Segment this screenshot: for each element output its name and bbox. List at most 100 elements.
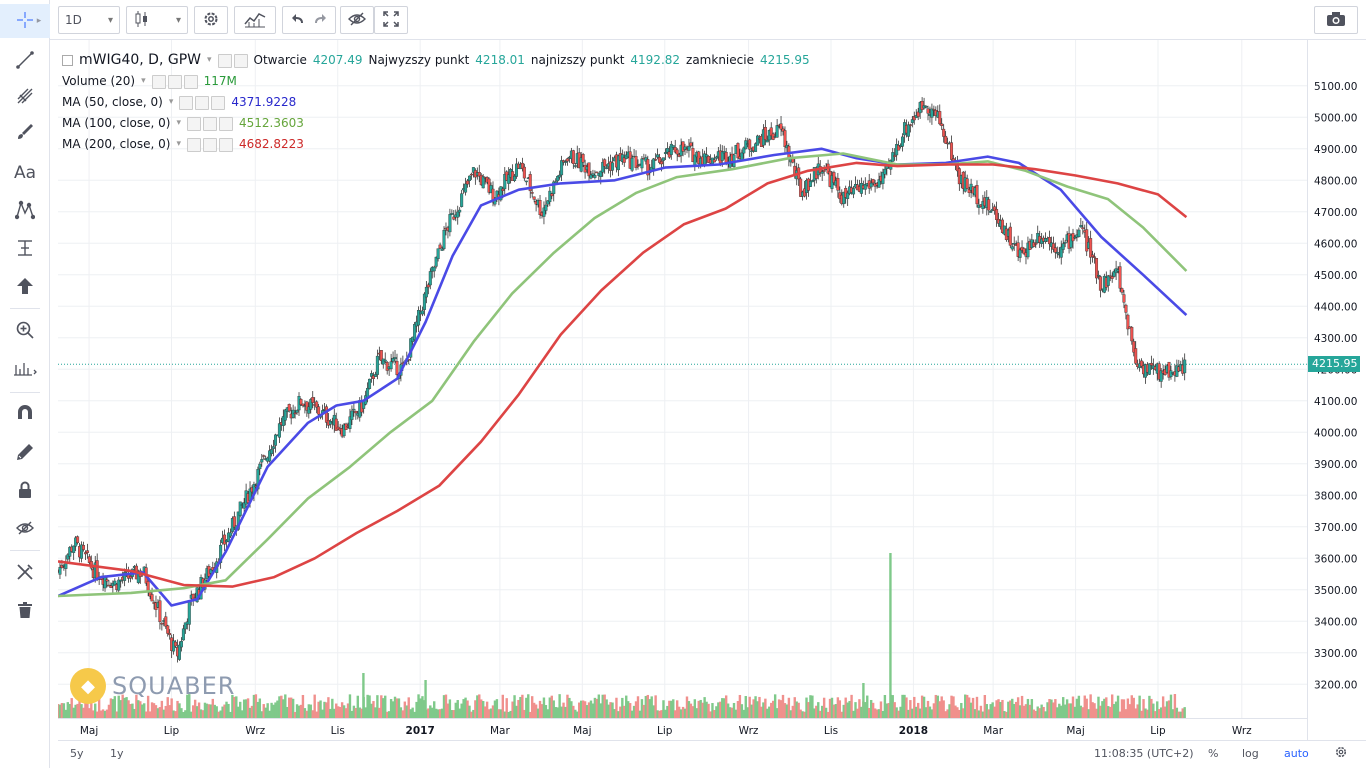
price-scale[interactable]: 5100.00 5000.00 4900.00 4800.00 4700.00 4600.… — [1307, 40, 1366, 740]
volume-bar — [954, 705, 957, 718]
candle-body — [1112, 270, 1116, 277]
brush-tool[interactable] — [0, 116, 50, 150]
volume-bar — [893, 702, 896, 718]
candle-body — [452, 216, 456, 220]
gear-icon[interactable] — [1334, 745, 1348, 762]
range-5y-button[interactable]: 5y — [70, 747, 84, 760]
trendline-tool[interactable] — [0, 44, 50, 78]
volume-bar — [511, 701, 514, 718]
candle-body — [420, 310, 424, 315]
candle-body — [661, 157, 665, 161]
candle-body — [799, 178, 803, 197]
pattern-tool[interactable] — [0, 194, 50, 228]
volume-bar — [125, 697, 128, 718]
indicators-button[interactable] — [234, 6, 276, 34]
hide-all-tool[interactable] — [0, 512, 50, 546]
volume-bar — [221, 706, 224, 718]
candle-body — [166, 625, 170, 634]
remove-drawings-tool[interactable] — [0, 556, 50, 590]
candle-body — [352, 408, 356, 411]
volume-bar — [787, 697, 791, 718]
fullscreen-button[interactable] — [374, 6, 408, 34]
open-label: Otwarcie — [253, 53, 307, 67]
lock-tool[interactable] — [0, 474, 50, 508]
time-scale[interactable]: Maj Lip Wrz Lis 2017 Mar Maj Lip Wrz Lis 2018 Mar Ma… — [58, 718, 1308, 740]
candle-body — [852, 188, 856, 195]
chart-type-select[interactable]: ▾ — [126, 6, 188, 34]
indicator-value: 4682.8223 — [238, 137, 304, 151]
low-label: najnizszy punkt — [530, 53, 625, 67]
low-value: 4192.82 — [630, 53, 681, 67]
volume-bar — [862, 683, 865, 718]
undo-icon[interactable] — [291, 13, 305, 28]
candle-body — [863, 184, 867, 190]
volume-bar — [225, 701, 228, 718]
volume-bar — [738, 694, 742, 718]
chevron-down-icon[interactable]: ▾ — [176, 118, 181, 128]
interval-select[interactable]: 1D ▾ — [58, 6, 120, 34]
indicator-controls[interactable] — [179, 95, 226, 110]
volume-bar — [184, 710, 187, 718]
candle-body — [350, 410, 354, 420]
volume-bar — [820, 705, 824, 718]
candle-body — [1126, 314, 1130, 330]
volume-bar — [211, 698, 214, 718]
volume-bar — [940, 696, 943, 718]
zoom-tool[interactable] — [0, 314, 50, 348]
arrow-tool[interactable] — [0, 270, 50, 304]
chevron-down-icon[interactable]: ▾ — [168, 97, 174, 107]
crosshair-tool[interactable] — [0, 4, 50, 38]
volume-bar — [1022, 705, 1026, 718]
range-1y-button[interactable]: 1y — [110, 747, 124, 760]
volume-bar — [605, 699, 608, 718]
indicator-controls[interactable] — [151, 74, 198, 89]
percent-scale-button[interactable]: % — [1208, 747, 1219, 760]
auto-scale-button[interactable]: auto — [1284, 747, 1309, 760]
candle-body — [705, 154, 709, 158]
volume-bar — [223, 704, 226, 718]
settings-button[interactable] — [194, 6, 228, 34]
candle-body — [383, 359, 387, 362]
measure-tool[interactable] — [0, 232, 50, 266]
chevron-down-icon[interactable]: ▾ — [207, 55, 212, 65]
hide-drawings-button[interactable] — [340, 6, 374, 34]
text-tool[interactable]: Aa — [0, 156, 50, 190]
volume-bar — [1128, 704, 1132, 718]
indicator-controls[interactable] — [186, 116, 233, 131]
snapshot-button[interactable] — [1314, 6, 1358, 34]
candle-body — [987, 199, 991, 211]
symbol-controls[interactable] — [217, 53, 248, 68]
volume-bar — [487, 709, 491, 718]
volume-bar — [1007, 701, 1010, 718]
candle-body — [105, 579, 109, 582]
volume-bar — [830, 697, 834, 718]
volume-bar — [572, 705, 575, 718]
candle-body — [1034, 243, 1038, 245]
compare-tool[interactable] — [0, 352, 50, 386]
volume-bar — [819, 710, 822, 718]
log-scale-button[interactable]: log — [1242, 747, 1259, 760]
volume-bar — [217, 711, 220, 718]
stay-in-drawing-tool[interactable] — [0, 436, 50, 470]
collapse-legend-icon[interactable] — [62, 55, 73, 66]
indicator-controls[interactable] — [186, 137, 233, 152]
pitchfork-tool[interactable] — [0, 80, 50, 114]
volume-bar — [291, 698, 295, 718]
volume-bar — [444, 694, 448, 718]
magnet-tool[interactable] — [0, 396, 50, 430]
volume-bar — [160, 700, 164, 718]
candle-body — [464, 183, 468, 193]
watermark-text: SQUABER — [112, 672, 236, 700]
delete-tool[interactable] — [0, 594, 50, 628]
redo-icon[interactable] — [313, 13, 327, 28]
indicator-label: Volume (20) — [62, 74, 136, 88]
volume-bar — [1042, 706, 1045, 718]
chevron-down-icon[interactable]: ▾ — [141, 76, 146, 86]
candle-body — [595, 171, 599, 174]
chevron-down-icon[interactable]: ▾ — [176, 139, 181, 149]
volume-bar — [685, 696, 689, 718]
expand-toolbar-icon[interactable]: ▸ — [36, 16, 42, 26]
volume-bar — [1099, 705, 1102, 718]
price-chart[interactable] — [58, 40, 1366, 740]
candle-body — [573, 165, 577, 167]
